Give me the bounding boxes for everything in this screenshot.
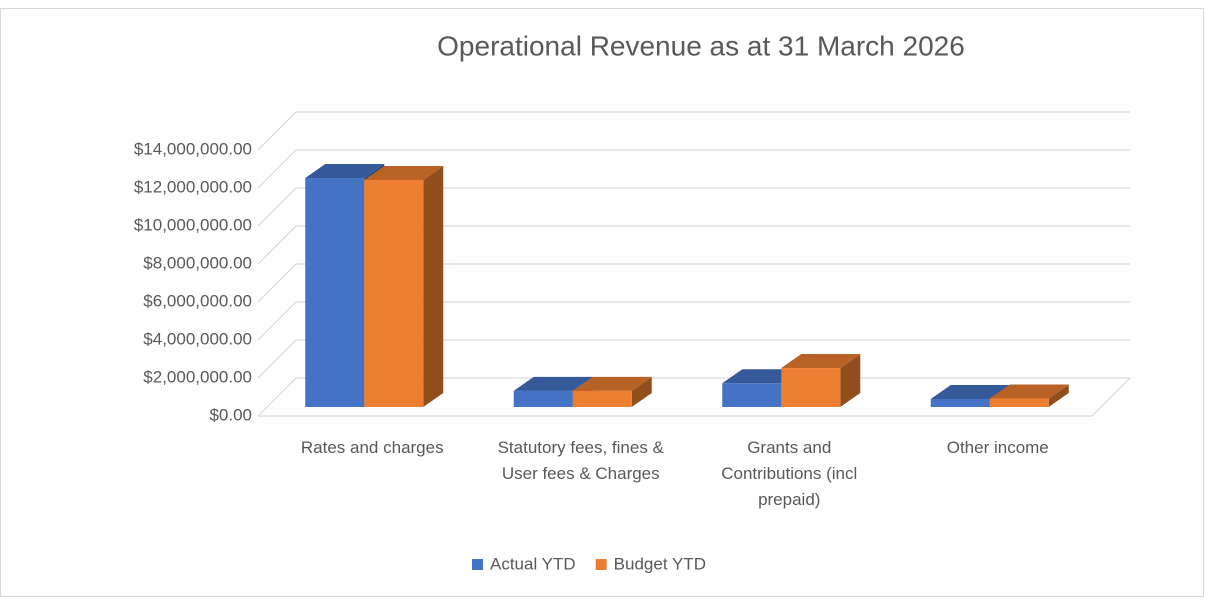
x-tick-label: Grants and Contributions (incl prepaid): [721, 438, 858, 509]
chart-title: Operational Revenue as at 31 March 2026: [437, 30, 965, 61]
bar-front: [930, 399, 990, 407]
legend-swatch: [472, 559, 483, 570]
legend-label: Actual YTD: [490, 554, 576, 573]
bar-top: [305, 164, 385, 179]
bar: [364, 165, 444, 407]
legend-label: Budget YTD: [614, 554, 706, 573]
bar: [989, 384, 1069, 407]
x-tick-label: Rates and charges: [300, 438, 444, 457]
bar-front: [364, 179, 424, 407]
y-tick-label: $6,000,000.00: [143, 291, 252, 310]
y-tick-label: $0.00: [209, 405, 252, 424]
bar-top: [989, 384, 1069, 399]
grid-line: [257, 301, 1130, 341]
bar-top: [513, 376, 593, 391]
x-tick-label: Statutory fees, fines & User fees & Char…: [497, 438, 664, 483]
bar-top: [364, 165, 444, 180]
bar-front: [572, 390, 632, 407]
bar-side: [840, 354, 861, 407]
grid-line: [257, 149, 1130, 189]
bar-top: [572, 376, 652, 391]
grid-line: [257, 225, 1130, 265]
x-tick-label: Other income: [946, 438, 1049, 457]
bar-side: [1048, 384, 1069, 407]
bar: [781, 354, 861, 407]
bar-front: [989, 398, 1049, 407]
bar-top: [781, 354, 861, 369]
y-tick-label: $8,000,000.00: [143, 253, 252, 272]
bar-top: [930, 385, 1010, 400]
floor-edge: [1091, 377, 1131, 417]
y-tick-label: $4,000,000.00: [143, 329, 252, 348]
bar-front: [722, 383, 782, 407]
grid-line: [257, 187, 1130, 227]
grid-line: [257, 111, 1130, 151]
bar-front: [305, 178, 365, 407]
legend-swatch: [595, 559, 607, 570]
bar-side: [631, 376, 652, 407]
bar-front: [781, 368, 841, 407]
y-tick-label: $14,000,000.00: [134, 139, 252, 158]
chart-border: [0, 8, 1204, 597]
y-tick-label: $12,000,000.00: [134, 177, 252, 196]
y-tick-label: $2,000,000.00: [143, 367, 252, 386]
bar-side: [423, 165, 444, 407]
y-tick-label: $10,000,000.00: [134, 215, 252, 234]
grid-line: [257, 339, 1130, 379]
bar: [572, 376, 652, 407]
bar-front: [513, 390, 573, 407]
grid-line: [257, 263, 1130, 303]
